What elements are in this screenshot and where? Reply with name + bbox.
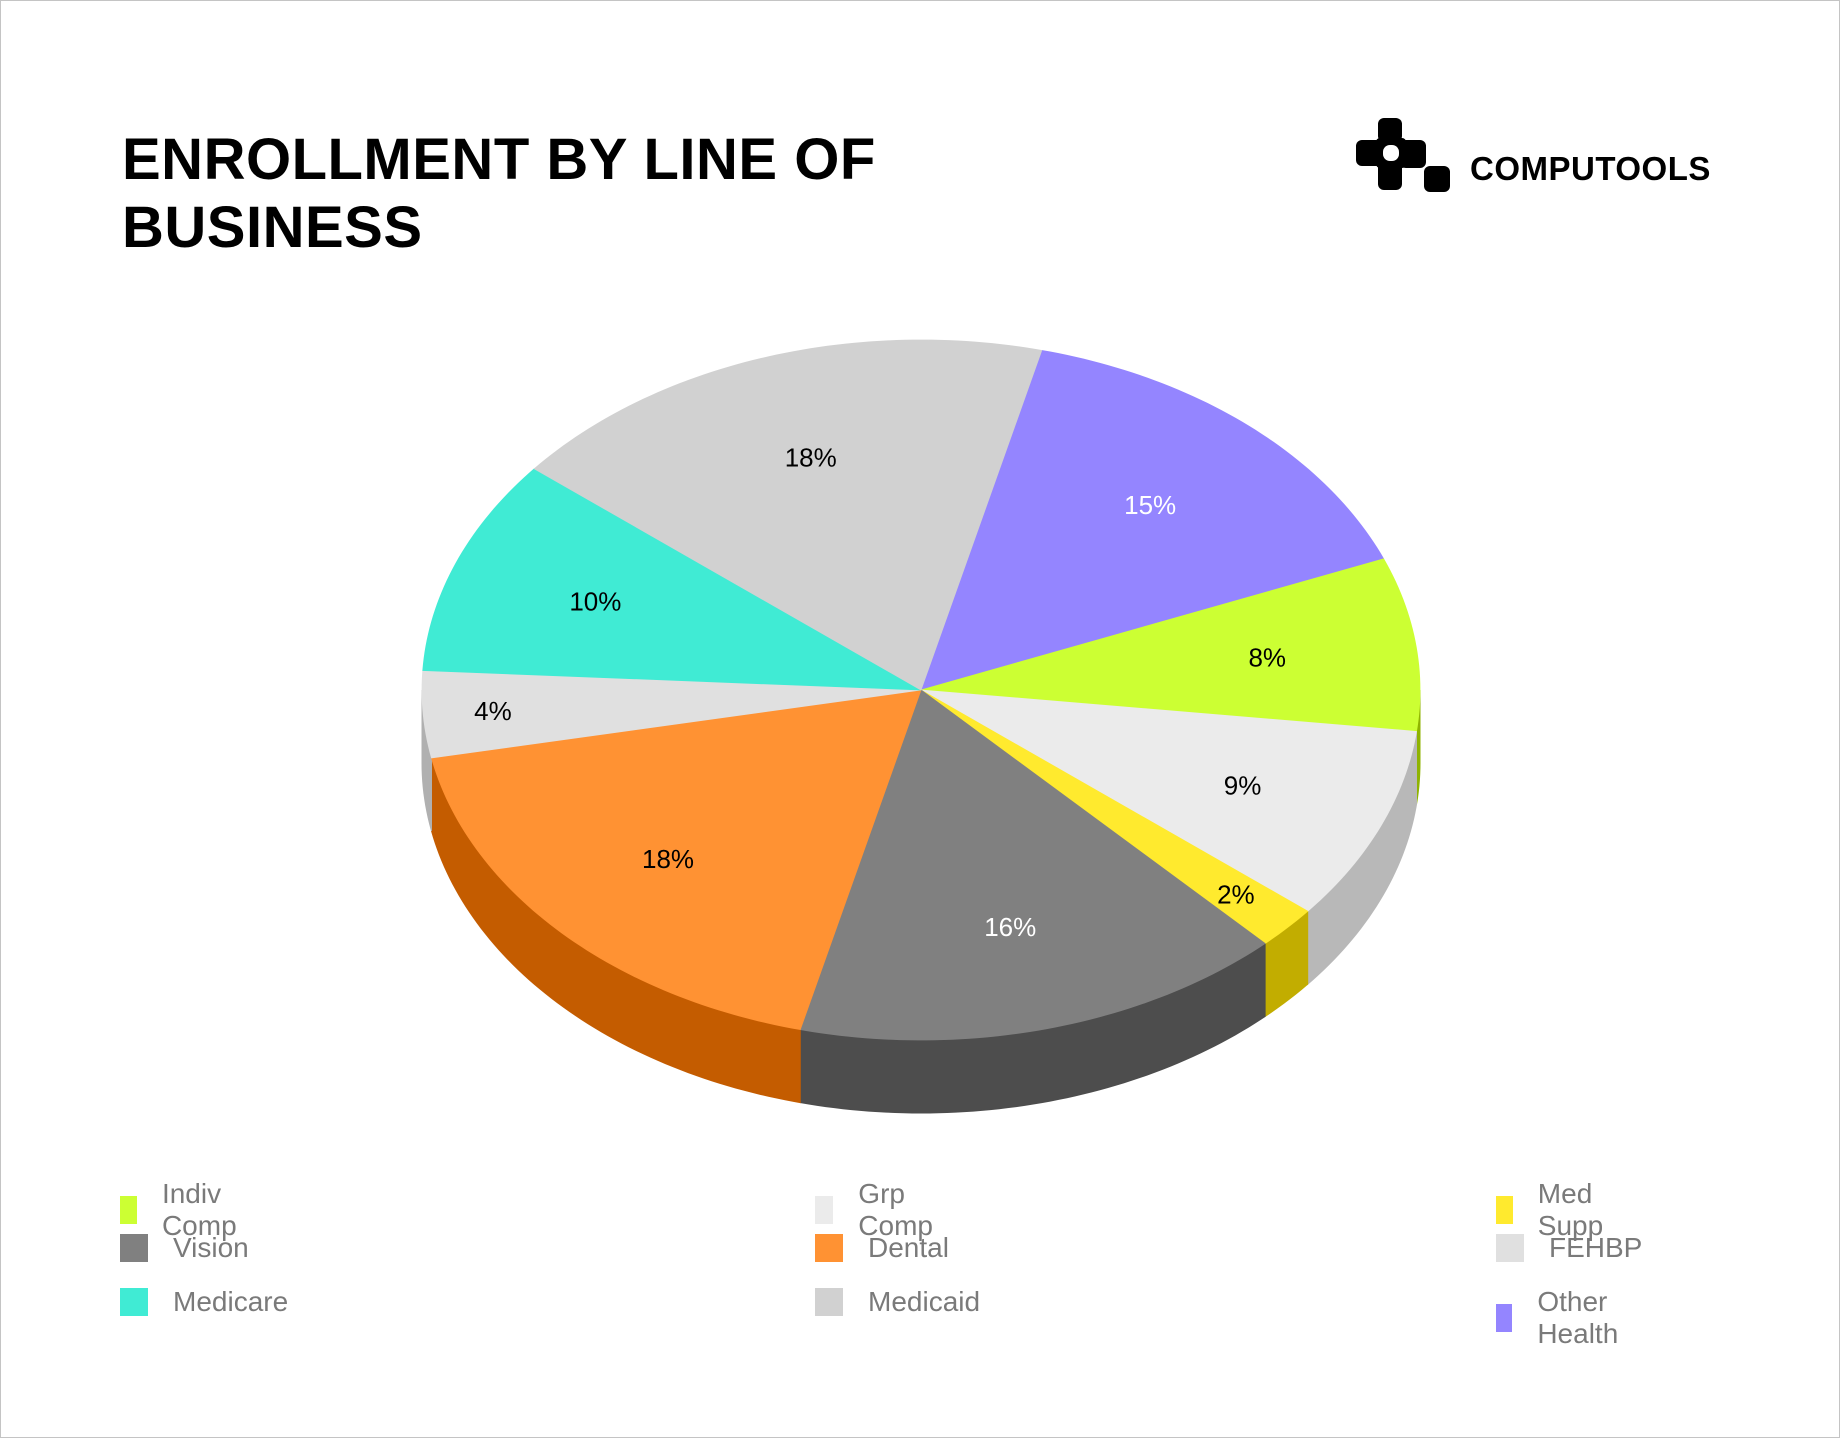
slice-grp-comp	[920, 689, 1417, 912]
legend-item-medicaid: Medicaid	[815, 1286, 980, 1318]
legend-item-grp-comp: Grp Comp	[815, 1178, 943, 1242]
chart-title: ENROLLMENT BY LINE OF BUSINESS	[122, 127, 876, 260]
legend-item-fehbp: FEHBP	[1496, 1232, 1642, 1264]
legend-swatch	[120, 1234, 148, 1262]
slice-medicare	[422, 468, 922, 691]
legend-swatch	[120, 1288, 148, 1316]
legend-swatch	[120, 1196, 137, 1224]
legend-label: Dental	[868, 1232, 949, 1263]
data-label-fehbp: 4%	[474, 696, 512, 726]
legend-swatch	[1496, 1234, 1524, 1262]
legend-item-vision: Vision	[120, 1232, 249, 1264]
data-label-medicaid: 18%	[785, 443, 837, 473]
legend-swatch	[815, 1196, 834, 1224]
slice-dental	[430, 689, 922, 1031]
data-label-grp-comp: 9%	[1224, 771, 1262, 801]
legend-swatch	[1496, 1304, 1513, 1332]
legend-swatch	[815, 1288, 843, 1316]
legend-label: Vision	[173, 1232, 249, 1263]
slice-other-health	[920, 349, 1385, 691]
legend-label: Medicaid	[868, 1286, 981, 1317]
data-label-other-health: 15%	[1124, 490, 1176, 520]
computools-logo-icon	[1356, 118, 1450, 192]
slice-indiv-comp	[920, 558, 1421, 732]
brand-name: COMPUTOOLS	[1470, 150, 1711, 187]
data-label-dental: 18%	[642, 844, 694, 874]
brand-logo: COMPUTOOLS	[1356, 118, 1711, 192]
legend-label: Other Health	[1537, 1286, 1619, 1349]
slice-fehbp	[421, 670, 922, 759]
data-label-indiv-comp: 8%	[1248, 643, 1286, 673]
legend-item-other-health: Other Health	[1496, 1286, 1630, 1350]
legend-label: FEHBP	[1549, 1232, 1643, 1263]
legend-label: Grp Comp	[858, 1178, 933, 1241]
data-label-med-supp: 2%	[1217, 880, 1255, 910]
slice-med-supp	[920, 689, 1309, 944]
legend-item-dental: Dental	[815, 1232, 949, 1264]
data-label-medicare: 10%	[569, 586, 621, 616]
legend-item-med-supp: Med Supp	[1496, 1178, 1614, 1242]
legend-label: Med Supp	[1537, 1178, 1604, 1241]
legend-item-medicare: Medicare	[120, 1286, 288, 1318]
slice-vision	[799, 689, 1266, 1041]
legend-label: Medicare	[173, 1286, 289, 1317]
legend-item-indiv-comp: Indiv Comp	[120, 1178, 248, 1242]
data-label-vision: 16%	[984, 912, 1036, 942]
legend-swatch	[1496, 1196, 1513, 1224]
legend-label: Indiv Comp	[161, 1178, 237, 1241]
legend-swatch	[815, 1234, 843, 1262]
slice-medicaid	[533, 339, 1043, 691]
